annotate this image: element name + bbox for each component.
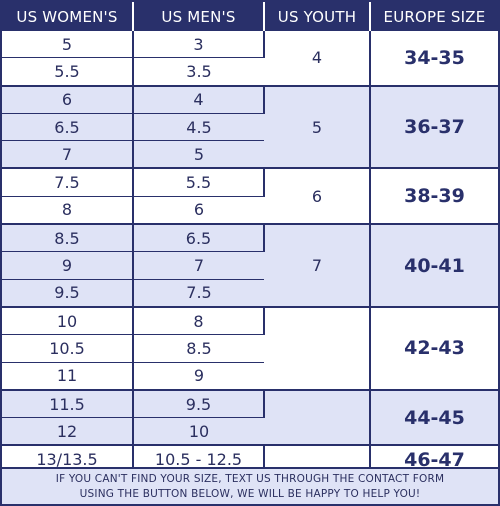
us-mens-size: 8.5 xyxy=(133,334,264,363)
us-youth-size: 4 xyxy=(264,31,371,87)
us-mens-size: 3.5 xyxy=(133,57,264,87)
header-europe-size: EUROPE SIZE xyxy=(370,2,498,31)
table-row: 10.5 8.5 xyxy=(2,334,498,363)
us-womens-size: 11 xyxy=(2,362,134,391)
us-youth-size xyxy=(264,389,371,447)
table-row: 7.5 5.5 6 38-39 xyxy=(2,168,498,226)
us-womens-size: 6 xyxy=(2,85,134,114)
header-us-youth: US YOUTH xyxy=(264,2,371,31)
table-row: 6 4 5 36-37 xyxy=(2,85,498,170)
us-mens-size: 4.5 xyxy=(133,113,264,142)
table-row: 12 10 xyxy=(2,417,498,447)
us-mens-size: 8 xyxy=(133,306,265,336)
table-row: 5.5 3.5 xyxy=(2,57,498,87)
us-womens-size: 7 xyxy=(2,140,134,170)
header-row: US WOMEN'S US MEN'S US YOUTH EUROPE SIZE xyxy=(2,2,498,31)
table-row: 11.5 9.5 44-45 xyxy=(2,389,498,447)
us-mens-size: 4 xyxy=(133,85,265,114)
us-womens-size: 5.5 xyxy=(2,57,134,87)
us-mens-size: 10 xyxy=(133,417,264,447)
europe-size: 34-35 xyxy=(370,31,498,87)
europe-size: 42-43 xyxy=(370,306,498,391)
table-row: 6.5 4.5 xyxy=(2,113,498,142)
us-womens-size: 10 xyxy=(2,306,134,336)
table-row: 9.5 7.5 xyxy=(2,279,498,308)
us-mens-size: 7.5 xyxy=(133,279,264,308)
us-womens-size: 11.5 xyxy=(2,389,134,419)
size-table-body: 5 3 4 34-35 5.5 3.5 6 4 5 36-37 6.5 4.5 7 5 7.5 5.5 6 38-… xyxy=(2,31,498,475)
us-womens-size: 9.5 xyxy=(2,279,134,308)
us-womens-size: 9 xyxy=(2,251,134,280)
europe-size: 40-41 xyxy=(370,224,498,308)
us-mens-size: 5.5 xyxy=(133,168,265,197)
help-note: IF YOU CAN'T FIND YOUR SIZE, TEXT US THR… xyxy=(2,467,498,504)
us-youth-size: 6 xyxy=(264,168,371,226)
table-row: 5 3 4 34-35 xyxy=(2,31,498,87)
us-womens-size: 10.5 xyxy=(2,334,134,363)
table-row: 11 9 xyxy=(2,362,498,391)
header-us-mens: US MEN'S xyxy=(133,2,265,31)
header-us-womens: US WOMEN'S xyxy=(2,2,134,31)
us-mens-size: 3 xyxy=(133,31,265,59)
us-womens-size: 8.5 xyxy=(2,224,134,253)
table-row: 8.5 6.5 7 40-41 xyxy=(2,224,498,308)
us-womens-size: 8 xyxy=(2,196,134,226)
us-mens-size: 5 xyxy=(133,140,264,170)
us-womens-size: 12 xyxy=(2,417,134,447)
us-youth-size: 5 xyxy=(264,85,371,170)
help-note-line-1: IF YOU CAN'T FIND YOUR SIZE, TEXT US THR… xyxy=(55,473,445,485)
us-mens-size: 6.5 xyxy=(133,224,265,253)
europe-size: 38-39 xyxy=(370,168,498,226)
us-mens-size: 6 xyxy=(133,196,264,226)
size-table: US WOMEN'S US MEN'S US YOUTH EUROPE SIZE… xyxy=(2,2,498,475)
us-womens-size: 5 xyxy=(2,31,134,59)
us-youth-size: 7 xyxy=(264,224,371,308)
europe-size: 36-37 xyxy=(370,85,498,170)
us-youth-size xyxy=(264,306,371,391)
help-note-line-2: USING THE BUTTON BELOW, WE WILL BE HAPPY… xyxy=(79,488,421,500)
us-womens-size: 7.5 xyxy=(2,168,134,197)
europe-size: 44-45 xyxy=(370,389,498,447)
us-womens-size: 6.5 xyxy=(2,113,134,142)
us-mens-size: 9 xyxy=(133,362,264,391)
us-mens-size: 9.5 xyxy=(133,389,265,419)
table-row: 10 8 42-43 xyxy=(2,306,498,391)
us-mens-size: 7 xyxy=(133,251,264,280)
